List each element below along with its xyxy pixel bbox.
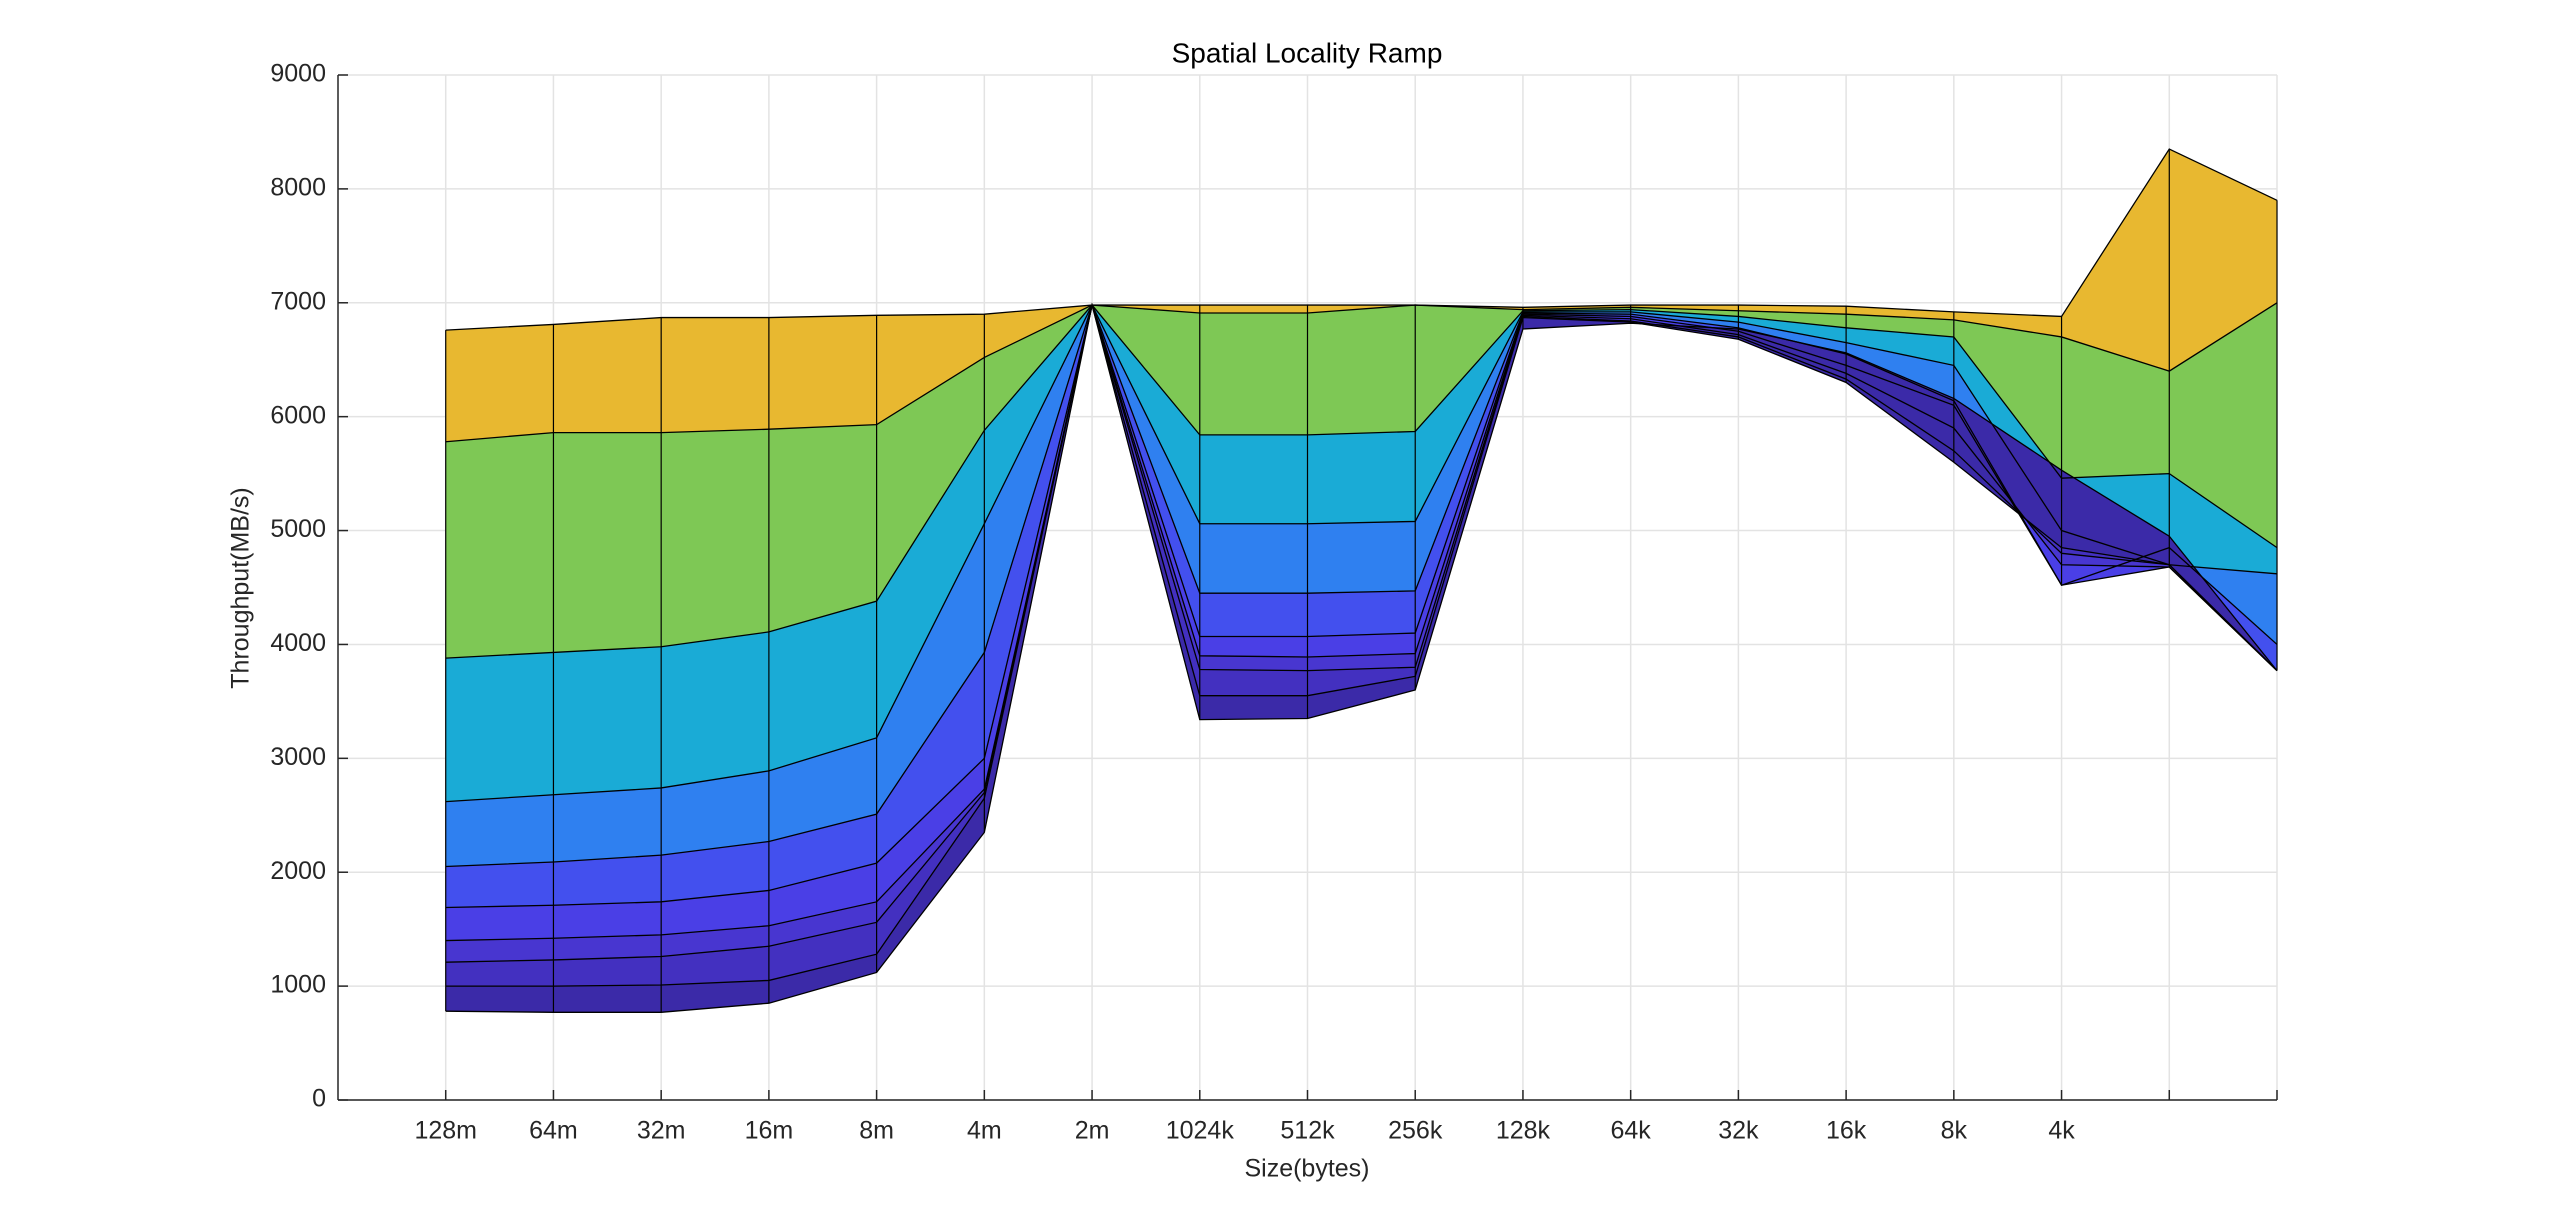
y-tick-label: 8000 — [270, 173, 326, 201]
x-tick-label: 128k — [1496, 1117, 1551, 1145]
y-tick-label: 4000 — [270, 629, 326, 657]
x-tick-label: 32k — [1718, 1117, 1759, 1145]
x-tick-label: 16k — [1826, 1117, 1867, 1145]
series-line — [445, 302, 2278, 443]
x-tick-label: 1024k — [1166, 1117, 1235, 1145]
x-tick-label: 4m — [967, 1117, 1002, 1145]
y-tick-label: 6000 — [270, 401, 326, 429]
series-line — [445, 302, 2278, 909]
y-tick-label: 0 — [312, 1085, 326, 1113]
series-line — [445, 304, 2278, 963]
x-tick-label: 64k — [1611, 1117, 1652, 1145]
series-line — [445, 304, 2278, 1013]
x-tick-label: 8m — [859, 1117, 894, 1145]
x-tick-label: 2m — [1075, 1117, 1110, 1145]
band — [445, 305, 2278, 802]
series-line — [445, 303, 2278, 803]
y-axis-label: Throughput(MB/s) — [227, 487, 255, 688]
y-tick-label: 9000 — [270, 60, 326, 88]
y-tick-label: 5000 — [270, 515, 326, 543]
band — [445, 305, 2278, 908]
series-line — [445, 304, 2278, 987]
y-tick-label: 7000 — [270, 287, 326, 315]
series-line — [445, 304, 2278, 659]
x-tick-label: 16m — [745, 1117, 794, 1145]
x-tick-label: 256k — [1388, 1117, 1443, 1145]
band — [445, 305, 2278, 867]
y-tick-label: 3000 — [270, 743, 326, 771]
chart-title: Spatial Locality Ramp — [1172, 37, 1443, 68]
x-tick-label: 32m — [637, 1117, 686, 1145]
x-tick-label: 8k — [1941, 1117, 1968, 1145]
y-tick-label: 1000 — [270, 971, 326, 999]
x-tick-label: 4k — [2048, 1117, 2075, 1145]
y-tick-label: 2000 — [270, 857, 326, 885]
x-tick-label: 128m — [414, 1117, 477, 1145]
band — [445, 302, 2278, 659]
x-axis-label: Size(bytes) — [1244, 1155, 1369, 1183]
x-tick-label: 64m — [529, 1117, 578, 1145]
x-tick-label: 512k — [1280, 1117, 1335, 1145]
series-line — [445, 148, 2278, 331]
series-line — [445, 303, 2278, 868]
band — [445, 149, 2278, 442]
series-line — [445, 302, 2278, 942]
